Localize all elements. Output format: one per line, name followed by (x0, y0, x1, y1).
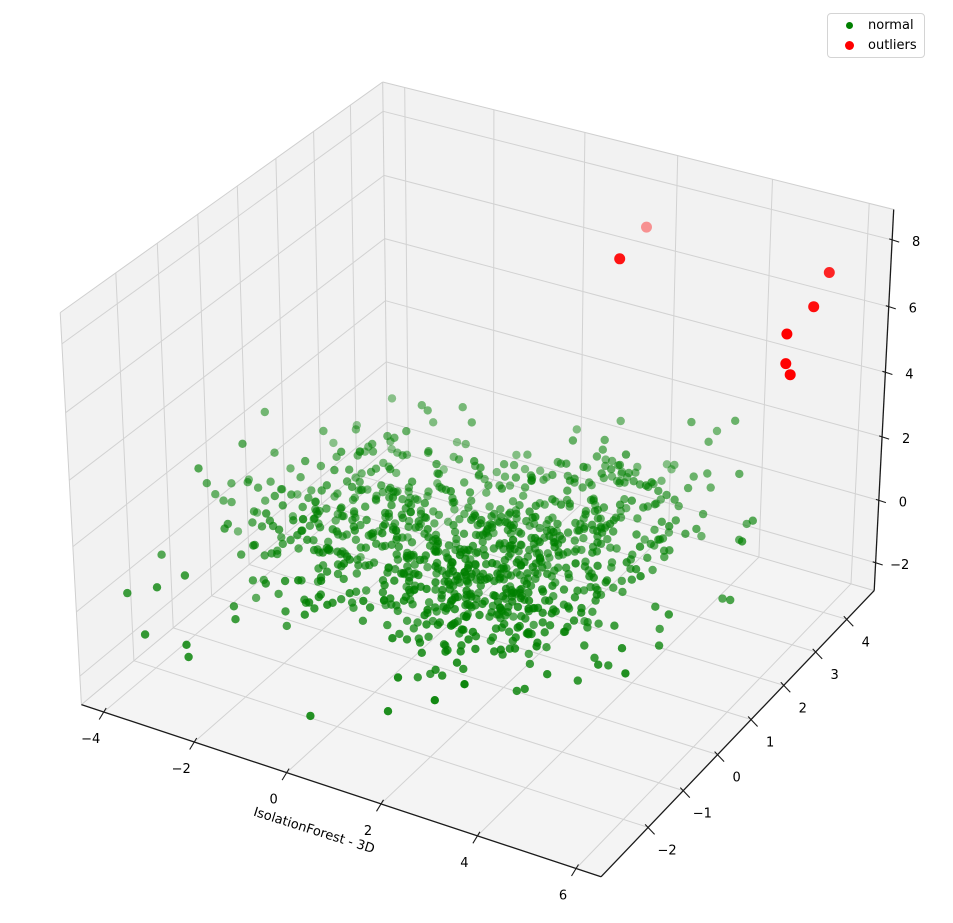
z-tick-label: 4 (905, 367, 913, 382)
scatter-outliers (614, 221, 835, 381)
y-tick-label: 3 (831, 668, 839, 683)
legend-marker-wrap (836, 22, 862, 30)
y-tick-label: −2 (658, 843, 677, 858)
x-tick-label: −2 (172, 762, 191, 777)
legend: normal outliers (827, 13, 925, 58)
pane-edges (59, 81, 894, 705)
z-tick-label: 6 (909, 302, 917, 317)
legend-item-normal: normal (828, 16, 924, 36)
z-tick-label: 2 (902, 432, 910, 447)
z-tick-label: 8 (912, 235, 920, 250)
x-tick-label: 2 (364, 824, 372, 839)
z-tick-label: −2 (890, 558, 909, 573)
tick-labels: −4 −2 0 2 4 6 −2 −1 0 1 2 3 4 −2 0 2 4 6 8 (81, 235, 920, 904)
y-tick-label: −1 (693, 807, 712, 822)
x-tick-label: −4 (81, 732, 100, 747)
y-tick-label: 2 (799, 701, 807, 716)
y-tick-label: 1 (766, 736, 774, 751)
axis-spines (81, 209, 895, 878)
x-tick-label: 4 (460, 856, 468, 871)
outliers-marker-icon (844, 40, 854, 50)
legend-item-outliers: outliers (828, 36, 924, 56)
legend-label-outliers: outliers (868, 37, 917, 53)
y-tick-label: 4 (862, 635, 870, 650)
z-tick-label: 0 (899, 495, 907, 510)
legend-marker-wrap (836, 40, 862, 50)
scatter-normal (123, 394, 757, 721)
y-tick-label: 0 (732, 771, 740, 786)
x-tick-label: 6 (559, 889, 567, 904)
x-tick-label: 0 (269, 793, 277, 808)
legend-label-normal: normal (868, 18, 914, 34)
tick-marks (98, 238, 900, 877)
normal-marker-icon (845, 22, 853, 30)
